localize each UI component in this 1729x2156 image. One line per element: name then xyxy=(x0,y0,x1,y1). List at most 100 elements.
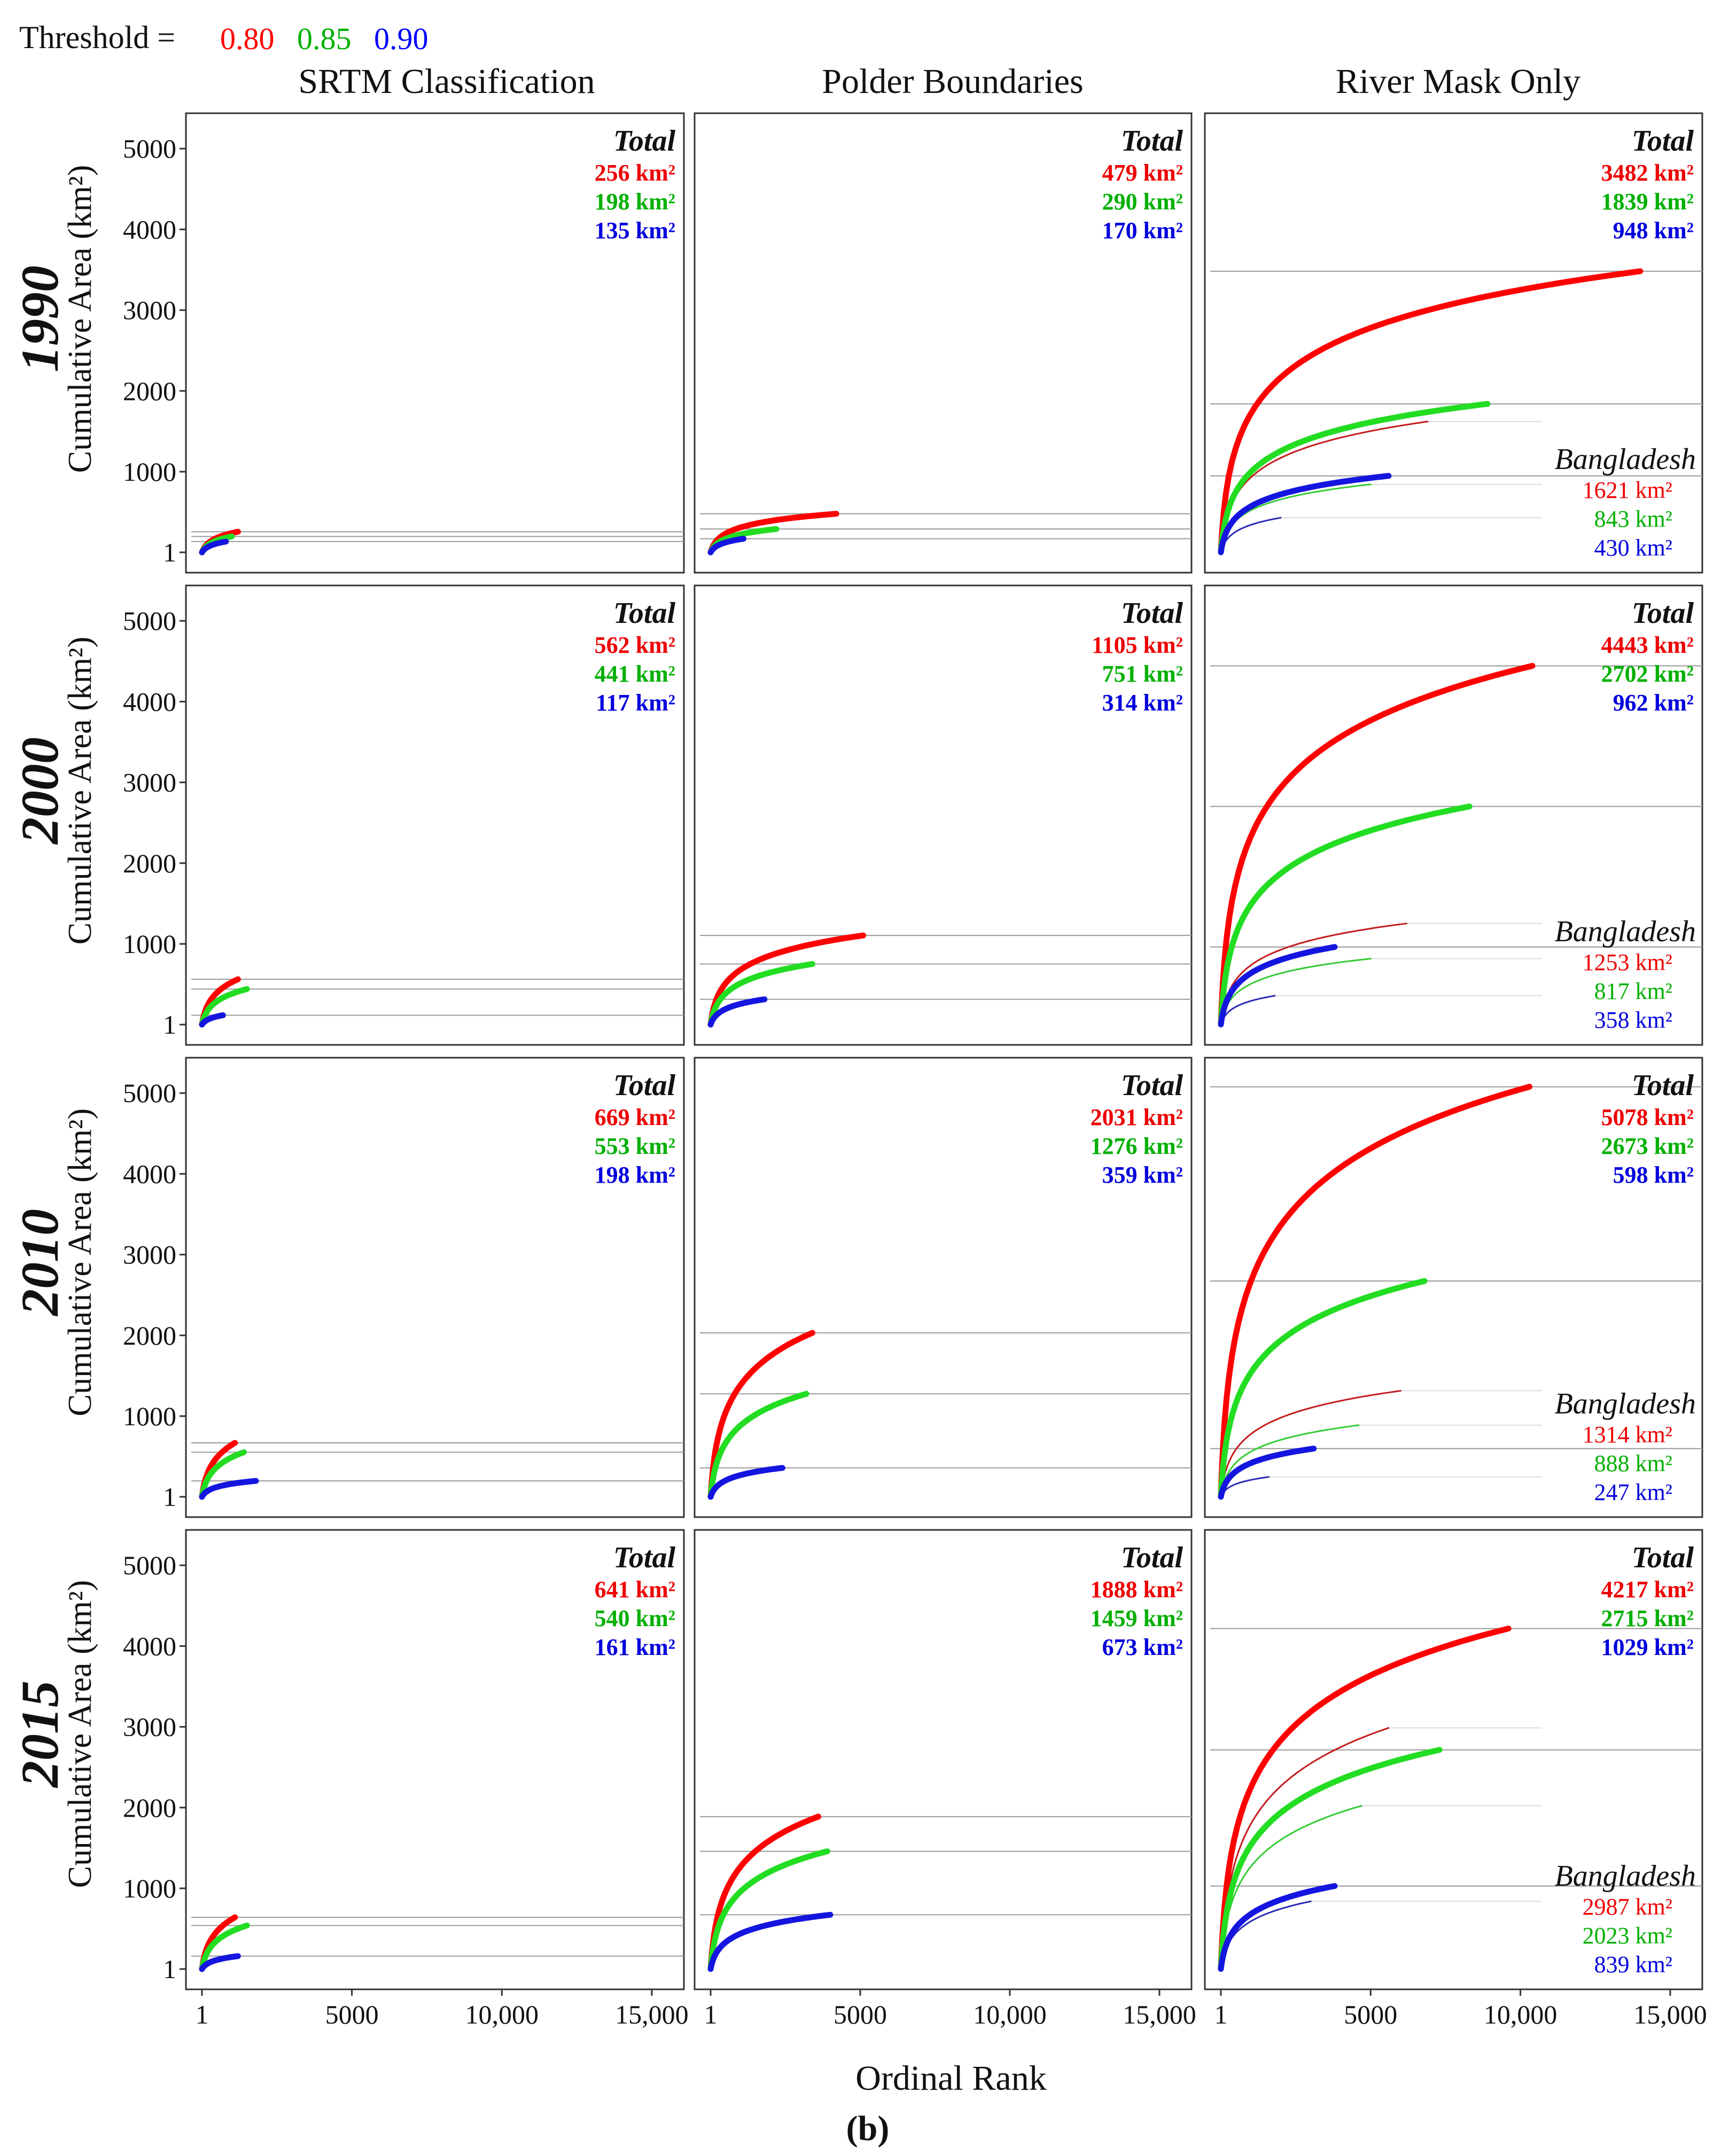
total-curve-0.85 xyxy=(1218,803,1473,1027)
total-label: Total xyxy=(613,597,676,630)
total-value-0.85: 1459 km² xyxy=(1091,1605,1183,1631)
bangladesh-value-0.80: 1314 km² xyxy=(1583,1421,1672,1448)
total-curve-0.90 xyxy=(199,1478,259,1500)
y-tick-label: 3000 xyxy=(123,1712,176,1742)
panel-2015-river-mask-only-frame xyxy=(1204,1529,1703,1990)
y-axis-label-2010: Cumulative Area (km²) xyxy=(62,1108,98,1416)
total-value-0.80: 479 km² xyxy=(1102,160,1183,186)
total-value-0.85: 441 km² xyxy=(595,661,675,687)
total-value-0.85: 1839 km² xyxy=(1601,189,1694,215)
chart-panels: 1 1000 2000 3000 4000 5000 Total 256 km² 198 km²… xyxy=(123,112,1707,2029)
total-value-0.90: 962 km² xyxy=(1613,690,1694,716)
total-value-0.90: 161 km² xyxy=(595,1634,675,1660)
total-value-0.80: 669 km² xyxy=(595,1104,675,1130)
panel-2015-polder-boundaries-frame xyxy=(694,1529,1193,1990)
total-curve-0.90 xyxy=(707,536,746,556)
total-value-0.85: 290 km² xyxy=(1102,189,1183,215)
bangladesh-curve-0.80 xyxy=(1220,1390,1401,1498)
total-value-0.85: 540 km² xyxy=(595,1605,675,1631)
total-label: Total xyxy=(1632,1069,1694,1102)
bangladesh-value-0.85: 888 km² xyxy=(1594,1450,1672,1477)
bangladesh-value-0.90: 247 km² xyxy=(1594,1479,1672,1505)
total-curve-0.80 xyxy=(1218,1083,1532,1499)
y-tick-label: 1000 xyxy=(123,1873,176,1903)
bangladesh-value-0.80: 2987 km² xyxy=(1583,1894,1672,1920)
total-curve-0.80 xyxy=(707,511,839,556)
threshold-legend: Threshold = 0.80 0.85 0.90 xyxy=(19,20,429,56)
total-curve-0.90 xyxy=(1218,1883,1338,1972)
row-label-2015: 2015 Cumulative Area (km²) xyxy=(10,1580,98,1888)
total-value-0.90: 314 km² xyxy=(1102,690,1183,716)
x-tick-label: 1 xyxy=(196,1999,209,2029)
panel-1990-polder-boundaries-frame xyxy=(694,112,1193,574)
total-curve-0.85 xyxy=(199,1923,250,1972)
total-curve-0.85 xyxy=(707,1391,809,1500)
y-tick-label: 4000 xyxy=(123,214,176,244)
y-tick-label: 5000 xyxy=(123,1550,176,1580)
x-tick-label: 10,000 xyxy=(1484,1999,1557,2029)
y-tick-label: 4000 xyxy=(123,686,176,716)
y-tick-label: 1 xyxy=(163,537,176,567)
panel-2010-srtm-classification-frame xyxy=(185,1057,685,1518)
y-tick-label: 3000 xyxy=(123,1240,176,1270)
total-value-0.80: 3482 km² xyxy=(1601,160,1694,186)
total-value-0.85: 1276 km² xyxy=(1091,1133,1183,1159)
total-value-0.80: 2031 km² xyxy=(1091,1104,1183,1130)
column-header-polder: Polder Boundaries xyxy=(822,62,1083,101)
total-value-0.80: 562 km² xyxy=(595,632,675,658)
legend-label: Threshold = xyxy=(19,20,175,55)
y-tick-label: 2000 xyxy=(123,848,176,878)
total-value-0.80: 1105 km² xyxy=(1092,632,1183,658)
y-tick-label: 1 xyxy=(163,1010,176,1040)
total-value-0.80: 641 km² xyxy=(595,1576,675,1603)
total-value-0.85: 751 km² xyxy=(1102,661,1183,687)
legend-item-090: 0.90 xyxy=(374,21,429,56)
y-tick-label: 2000 xyxy=(123,1321,176,1350)
year-label-1990: 1990 xyxy=(10,265,69,372)
bangladesh-value-0.80: 1253 km² xyxy=(1583,949,1672,975)
bangladesh-value-0.90: 430 km² xyxy=(1594,535,1672,561)
y-tick-label: 3000 xyxy=(123,768,176,798)
y-axis-label-2000: Cumulative Area (km²) xyxy=(62,637,98,944)
total-curve-0.85 xyxy=(707,1848,830,1972)
bangladesh-value-0.85: 2023 km² xyxy=(1583,1923,1672,1949)
bangladesh-value-0.80: 1621 km² xyxy=(1583,477,1672,503)
total-value-0.90: 135 km² xyxy=(595,217,675,244)
y-tick-label: 1000 xyxy=(123,457,176,487)
total-value-0.80: 1888 km² xyxy=(1091,1576,1183,1603)
total-label: Total xyxy=(1121,124,1183,158)
total-curve-0.90 xyxy=(199,1953,241,1972)
bangladesh-curve-0.85 xyxy=(1220,1424,1360,1498)
total-label: Total xyxy=(1632,597,1694,630)
total-label: Total xyxy=(1121,597,1183,630)
total-value-0.80: 256 km² xyxy=(595,160,675,186)
column-header-srtm: SRTM Classification xyxy=(298,62,595,101)
total-curve-0.90 xyxy=(1218,473,1392,556)
x-tick-label: 15,000 xyxy=(1123,1999,1196,2029)
total-label: Total xyxy=(1632,1541,1694,1574)
panel-1990-srtm-classification-frame xyxy=(185,112,685,574)
bangladesh-label: Bangladesh xyxy=(1555,443,1696,476)
row-label-2000: 2000 Cumulative Area (km²) xyxy=(10,637,98,944)
panel-2000-river-mask-only-frame xyxy=(1204,584,1703,1046)
total-curve-0.90 xyxy=(707,996,768,1028)
x-axis-label: Ordinal Rank xyxy=(855,2059,1046,2098)
total-curve-0.80 xyxy=(707,932,867,1028)
column-header-river: River Mask Only xyxy=(1336,62,1580,101)
total-curve-0.90 xyxy=(1218,1446,1317,1500)
total-value-0.90: 170 km² xyxy=(1102,217,1183,244)
total-value-0.90: 948 km² xyxy=(1613,217,1694,244)
y-axis-label-1990: Cumulative Area (km²) xyxy=(62,165,98,473)
row-label-1990: 1990 Cumulative Area (km²) xyxy=(10,165,98,473)
panel-caption: (b) xyxy=(846,2109,890,2148)
row-label-2010: 2010 Cumulative Area (km²) xyxy=(10,1108,98,1416)
total-value-0.85: 198 km² xyxy=(595,189,675,215)
total-curve-0.80 xyxy=(1218,268,1644,555)
